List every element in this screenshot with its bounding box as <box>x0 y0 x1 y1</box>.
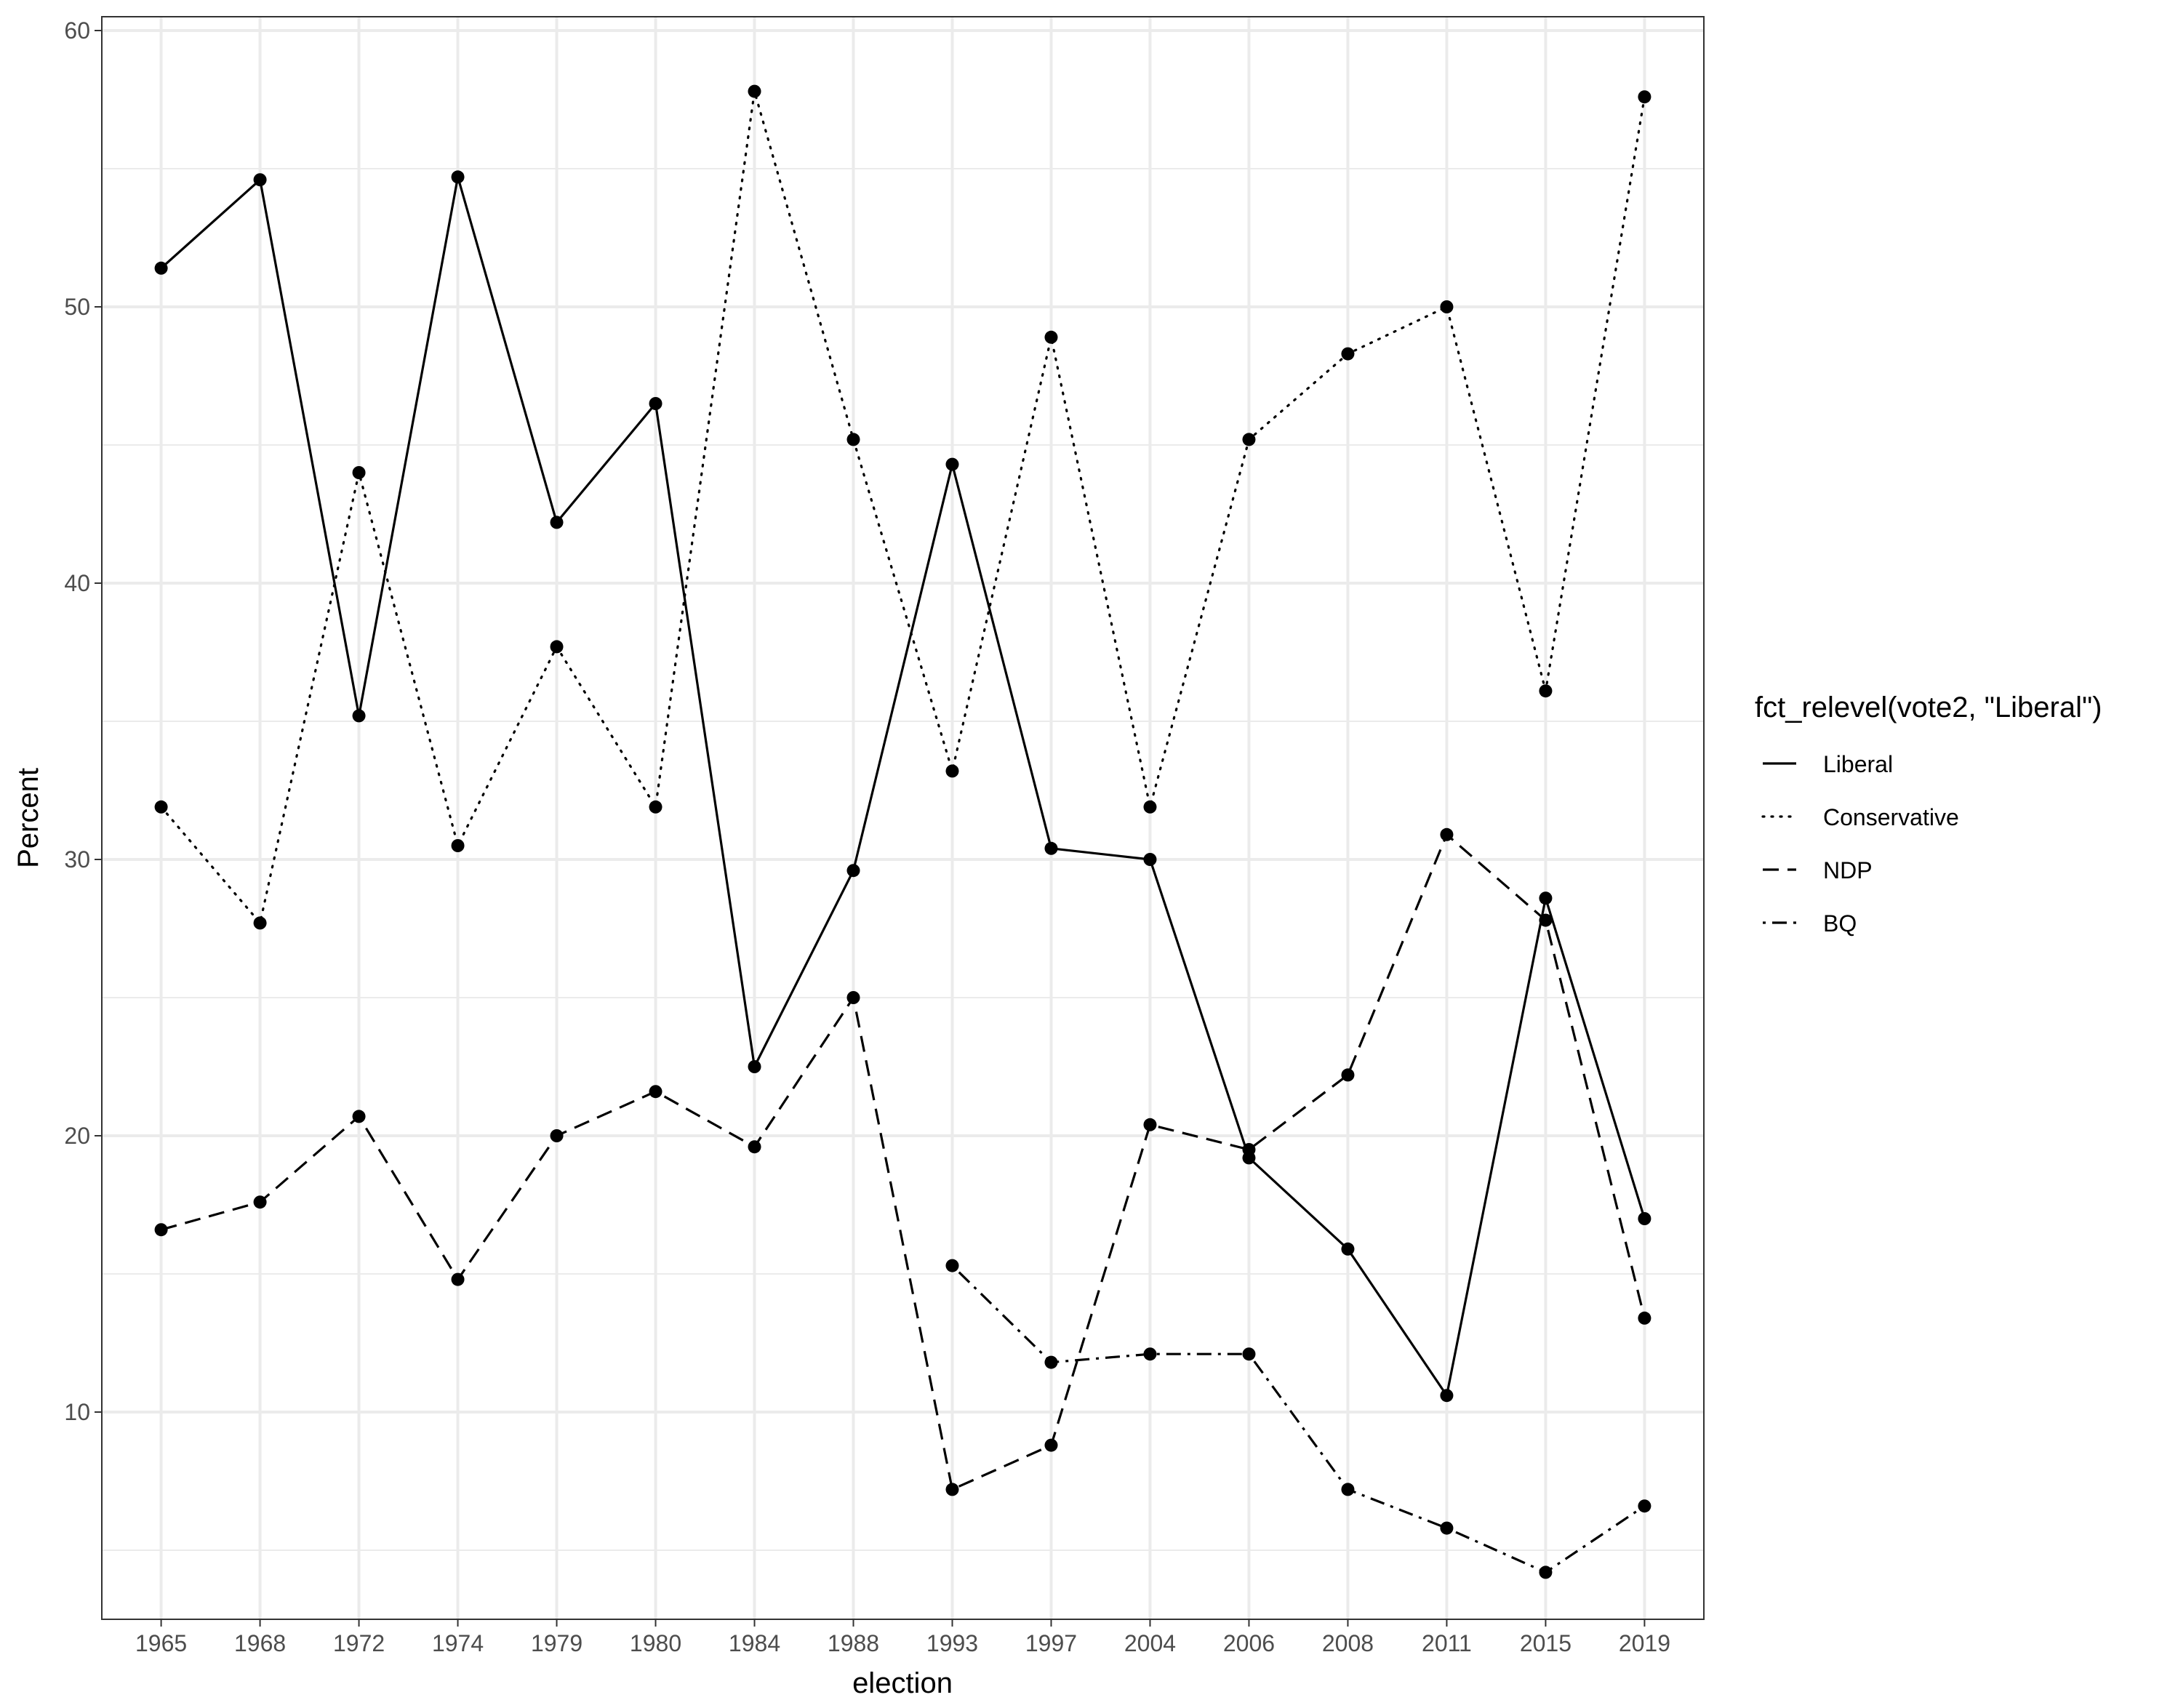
data-point-ndp <box>945 1483 959 1496</box>
data-point-liberal <box>1044 841 1058 855</box>
y-tick-label: 40 <box>64 570 90 596</box>
data-point-conservative <box>451 839 465 852</box>
x-tick-label: 1965 <box>135 1630 187 1656</box>
data-point-ndp <box>1638 1311 1651 1325</box>
data-point-ndp <box>253 1195 267 1209</box>
data-point-ndp <box>1341 1068 1355 1082</box>
data-point-ndp <box>1242 1143 1256 1156</box>
data-point-conservative <box>846 433 860 446</box>
data-point-liberal <box>550 516 564 529</box>
data-point-bq <box>1143 1347 1157 1361</box>
x-tick-label: 2015 <box>1520 1630 1572 1656</box>
data-point-ndp <box>1539 913 1553 927</box>
data-point-bq <box>1341 1483 1355 1496</box>
data-point-bq <box>1044 1355 1058 1369</box>
data-point-ndp <box>1044 1438 1058 1452</box>
data-point-ndp <box>451 1272 465 1286</box>
x-tick-label: 2019 <box>1619 1630 1670 1656</box>
data-point-liberal <box>945 457 959 471</box>
data-point-conservative <box>649 800 662 814</box>
data-point-conservative <box>1440 300 1454 313</box>
data-point-ndp <box>1440 827 1454 841</box>
data-point-conservative <box>1638 90 1651 104</box>
data-point-liberal <box>154 261 168 275</box>
data-point-ndp <box>1143 1118 1157 1131</box>
data-point-ndp <box>748 1140 761 1154</box>
data-point-liberal <box>1539 891 1553 905</box>
y-tick-label: 30 <box>64 846 90 873</box>
data-point-liberal <box>253 173 267 187</box>
data-point-liberal <box>1143 853 1157 866</box>
legend-label-conservative: Conservative <box>1823 804 1959 830</box>
data-point-conservative <box>1341 347 1355 361</box>
series-line-bq <box>951 1264 1646 1574</box>
x-tick-label: 1972 <box>333 1630 385 1656</box>
x-tick-label: 1974 <box>432 1630 484 1656</box>
data-point-conservative <box>253 916 267 930</box>
data-point-ndp <box>550 1129 564 1142</box>
x-tick-label: 1980 <box>630 1630 681 1656</box>
legend-title: fct_relevel(vote2, "Liberal") <box>1755 691 2102 723</box>
y-tick-label: 60 <box>64 17 90 44</box>
x-tick-label: 1984 <box>729 1630 780 1656</box>
data-point-liberal <box>1440 1389 1454 1403</box>
legend-items: Liberal Conservative NDP BQ <box>1761 751 1959 937</box>
x-tick-label: 1993 <box>926 1630 978 1656</box>
y-tick-label: 10 <box>64 1399 90 1425</box>
series-points <box>154 84 1651 1579</box>
data-point-conservative <box>1143 800 1157 814</box>
grid-minor <box>102 168 1704 1551</box>
data-point-liberal <box>846 864 860 878</box>
data-point-conservative <box>1044 330 1058 344</box>
y-axis: 10 20 30 40 50 60 <box>64 17 102 1425</box>
data-point-conservative <box>154 800 168 814</box>
panel-border <box>101 16 1705 1620</box>
x-tick-label: 2004 <box>1124 1630 1176 1656</box>
y-tick-label: 20 <box>64 1123 90 1149</box>
data-point-bq <box>1539 1565 1553 1579</box>
data-point-bq <box>945 1259 959 1272</box>
data-point-conservative <box>1539 684 1553 698</box>
series-line-ndp <box>161 833 1646 1491</box>
legend: fct_relevel(vote2, "Liberal") Liberal Con… <box>1755 691 2102 937</box>
x-tick-label: 1997 <box>1025 1630 1077 1656</box>
data-point-bq <box>1638 1499 1651 1513</box>
data-point-liberal <box>1638 1212 1651 1225</box>
data-point-conservative <box>550 640 564 654</box>
x-tick-label: 1968 <box>234 1630 286 1656</box>
x-axis-title: election <box>852 1667 953 1699</box>
legend-label-bq: BQ <box>1823 910 1857 937</box>
data-point-bq <box>1242 1347 1256 1361</box>
y-axis-title: Percent <box>12 768 44 868</box>
data-point-conservative <box>1242 433 1256 446</box>
y-tick-label: 50 <box>64 294 90 320</box>
x-tick-label: 1988 <box>828 1630 879 1656</box>
x-axis: 1965 1968 1972 1974 1979 1980 1984 1988 1993 1997… <box>135 1619 1670 1656</box>
data-point-conservative <box>352 466 366 479</box>
data-point-conservative <box>945 764 959 778</box>
data-point-conservative <box>748 84 761 98</box>
x-tick-label: 2006 <box>1223 1630 1275 1656</box>
data-point-liberal <box>352 709 366 723</box>
data-point-ndp <box>846 991 860 1004</box>
legend-label-liberal: Liberal <box>1823 751 1893 777</box>
data-point-ndp <box>649 1085 662 1099</box>
data-point-ndp <box>352 1110 366 1123</box>
data-point-liberal <box>748 1060 761 1073</box>
legend-label-ndp: NDP <box>1823 857 1873 883</box>
series-lines <box>160 91 1646 1574</box>
x-tick-label: 2008 <box>1322 1630 1374 1656</box>
series-line-liberal <box>160 176 1646 1399</box>
data-point-liberal <box>451 170 465 184</box>
data-point-ndp <box>154 1223 168 1237</box>
data-point-liberal <box>1341 1242 1355 1256</box>
data-point-bq <box>1440 1521 1454 1535</box>
data-point-liberal <box>649 397 662 410</box>
x-tick-label: 2011 <box>1422 1630 1472 1656</box>
x-tick-label: 1979 <box>531 1630 582 1656</box>
